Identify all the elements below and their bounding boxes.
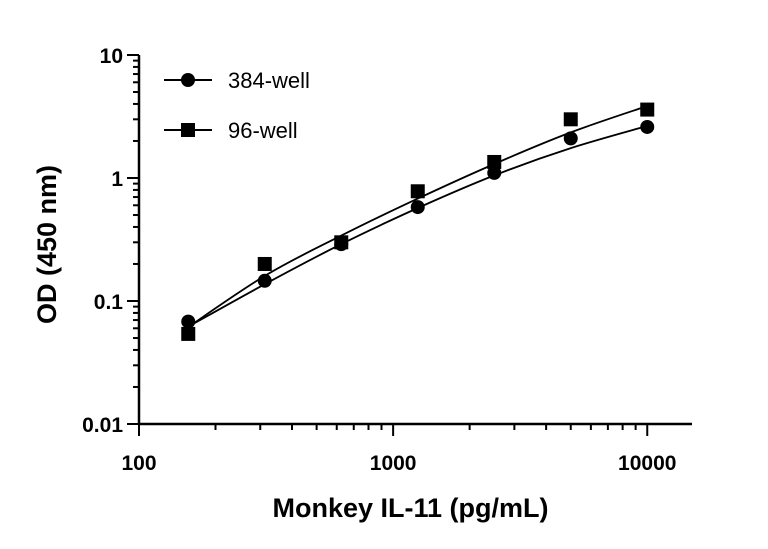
fit-curve-384-well — [183, 125, 648, 330]
data-point-96-well — [640, 102, 655, 117]
y-ticks: 0.01 0.1 1 10 — [82, 45, 139, 437]
data-point-96-well — [257, 256, 272, 271]
x-axis-title: Monkey IL-11 (pg/mL) — [272, 493, 548, 523]
data-point-384-well — [410, 200, 425, 215]
legend: 384-well 96-well — [164, 68, 310, 143]
y-tick-label: 1 — [111, 168, 123, 191]
y-axis-title: OD (450 nm) — [32, 165, 62, 324]
data-point-96-well — [334, 235, 349, 250]
legend-label: 384-well — [228, 68, 310, 93]
x-tick-label: 100 — [121, 452, 156, 475]
x-tick-label: 10000 — [618, 452, 676, 475]
x-tick-label: 1000 — [370, 452, 417, 475]
data-point-384-well — [181, 314, 196, 329]
legend-label: 96-well — [228, 118, 298, 143]
y-tick-label: 0.01 — [82, 414, 123, 437]
y-tick-label: 10 — [100, 45, 123, 68]
y-tick-label: 0.1 — [94, 291, 124, 314]
data-point-384-well — [640, 119, 655, 134]
legend-marker-96-well — [181, 123, 195, 137]
data-point-384-well — [487, 165, 502, 180]
data-point-384-well — [563, 131, 578, 146]
x-ticks: 100 1000 10000 — [121, 424, 676, 475]
data-point-96-well — [181, 326, 196, 341]
legend-marker-384-well — [181, 73, 195, 87]
data-point-96-well — [410, 184, 425, 199]
data-point-96-well — [487, 154, 502, 169]
axes: 0.01 0.1 1 10 100 1000 10000 — [82, 45, 692, 475]
data-point-384-well — [257, 273, 272, 288]
data-point-96-well — [563, 112, 578, 127]
data-points — [181, 102, 655, 341]
